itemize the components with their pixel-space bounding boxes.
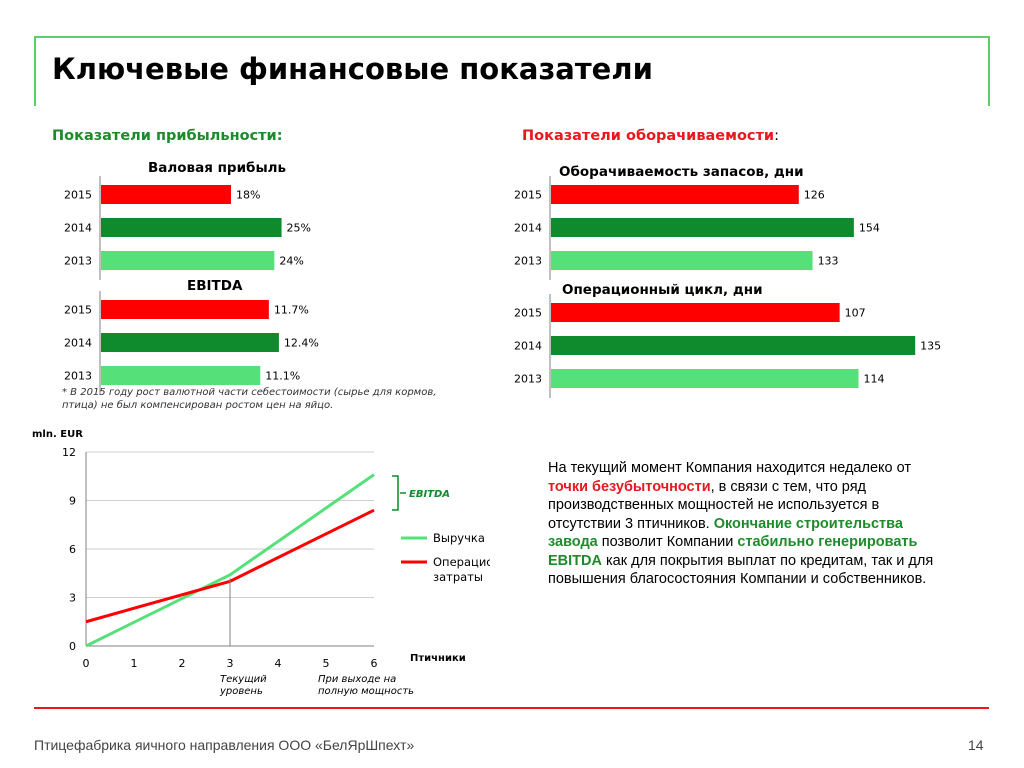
category-label: 2013 (64, 370, 92, 383)
ebitda-annotation: EBITDA (409, 489, 450, 500)
bar-2013 (101, 366, 261, 385)
category-label: 2014 (514, 340, 542, 353)
frame-top-border (34, 36, 989, 38)
inventory-turnover-chart: 2015 126 2014 154 2013 133 (514, 176, 880, 280)
inventory-turnover-title: Оборачиваемость запасов, дни (559, 164, 804, 180)
y-tick-label: 9 (69, 495, 76, 508)
y-tick-label: 3 (69, 592, 76, 605)
value-label: 24% (279, 255, 303, 268)
bar-2014 (101, 333, 279, 352)
x-tick-label: 2 (179, 657, 186, 670)
bar-2015 (551, 185, 799, 204)
value-label: 107 (845, 307, 866, 320)
category-label: 2013 (514, 373, 542, 386)
category-label: 2014 (514, 222, 542, 235)
operating-cycle-chart: 2015 107 2014 135 2013 114 (514, 294, 941, 398)
bar-2015 (101, 300, 269, 319)
ebitda-bracket (392, 475, 399, 511)
y-axis-label: mln. EUR (32, 429, 83, 440)
x-tick-label: 5 (323, 657, 330, 670)
value-label: 135 (920, 340, 941, 353)
turnover-section-title-text: Показатели оборачиваемости (522, 128, 775, 144)
ebitda-title: EBITDA (187, 278, 243, 294)
ebitda-chart: 2015 11.7% 2014 12.4% 2013 11.1% (64, 291, 319, 395)
value-label: 11.1% (265, 370, 300, 383)
footer-divider (34, 707, 989, 709)
summary-text-part-4: как для покрытия выплат по кредитам, так… (548, 552, 934, 588)
summary-text-part-3: позволит Компании (597, 534, 738, 550)
axis-annotation: Текущий (220, 674, 267, 685)
series-line (85, 473, 375, 648)
category-label: 2014 (64, 337, 92, 350)
summary-highlight-plant: Окончание строительства завода (548, 515, 903, 551)
legend-costs-label-line1: Операционные (433, 555, 490, 569)
category-label: 2013 (64, 255, 92, 268)
x-tick-label: 4 (275, 657, 282, 670)
summary-text: На текущий момент Компания находится нед… (548, 459, 948, 589)
page-title: Ключевые финансовые показатели (52, 52, 653, 86)
footnote-line-2: птица) не был компенсирован ростом цен н… (62, 400, 334, 411)
footer-company: Птицефабрика яичного направления ООО «Бе… (34, 737, 415, 753)
axis-annotation: уровень (219, 686, 263, 697)
value-label: 12.4% (284, 337, 319, 350)
frame-right-border (988, 36, 990, 106)
turnover-section-colon: : (774, 128, 779, 144)
summary-text-part-2: , в связи с тем, что ряд производственны… (548, 478, 880, 532)
legend-revenue-label: Выручка (433, 531, 485, 545)
axis-annotation: полную мощность (318, 686, 414, 697)
value-label: 126 (804, 189, 825, 202)
y-tick-label: 6 (69, 543, 76, 556)
bar-2014 (101, 218, 282, 237)
value-label: 133 (818, 255, 839, 268)
page-number: 14 (968, 737, 984, 753)
bar-2015 (101, 185, 231, 204)
category-label: 2015 (514, 189, 542, 202)
footnote: * В 2015 году рост валютной части себест… (62, 386, 482, 412)
x-tick-label: 1 (131, 657, 138, 670)
bar-2014 (551, 336, 916, 355)
category-label: 2015 (64, 189, 92, 202)
gross-profit-chart: 2015 18% 2014 25% 2013 24% (64, 176, 311, 280)
profitability-section-title: Показатели прибыльности: (52, 128, 283, 144)
summary-highlight-breakeven: точки безубыточности (548, 478, 711, 495)
bar-2013 (101, 251, 275, 270)
axis-annotation: При выходе на (318, 674, 396, 685)
legend-costs-label-line2: затраты (433, 570, 483, 584)
operating-cycle-title: Операционный цикл, дни (562, 282, 763, 298)
summary-text-part-1: На текущий момент Компания находится нед… (548, 460, 912, 476)
x-axis-label: Птичники (410, 653, 466, 664)
frame-left-border (34, 36, 36, 106)
gross-profit-title: Валовая прибыль (148, 160, 287, 176)
bar-2014 (551, 218, 854, 237)
footnote-line-1: * В 2015 году рост валютной части себест… (62, 387, 437, 398)
bar-2013 (551, 369, 859, 388)
category-label: 2015 (64, 304, 92, 317)
category-label: 2014 (64, 222, 92, 235)
y-tick-label: 12 (62, 446, 76, 459)
bar-2015 (551, 303, 840, 322)
category-label: 2015 (514, 307, 542, 320)
value-label: 11.7% (274, 304, 309, 317)
value-label: 18% (236, 189, 260, 202)
x-tick-label: 0 (83, 657, 90, 670)
bar-2013 (551, 251, 813, 270)
value-label: 114 (864, 373, 885, 386)
turnover-section-title: Показатели оборачиваемости: (522, 128, 779, 144)
x-tick-label: 3 (227, 657, 234, 670)
y-tick-label: 0 (69, 640, 76, 653)
summary-highlight-ebitda: стабильно генерировать EBITDA (548, 534, 918, 569)
category-label: 2013 (514, 255, 542, 268)
x-tick-label: 6 (371, 657, 378, 670)
value-label: 154 (859, 222, 880, 235)
value-label: 25% (287, 222, 311, 235)
